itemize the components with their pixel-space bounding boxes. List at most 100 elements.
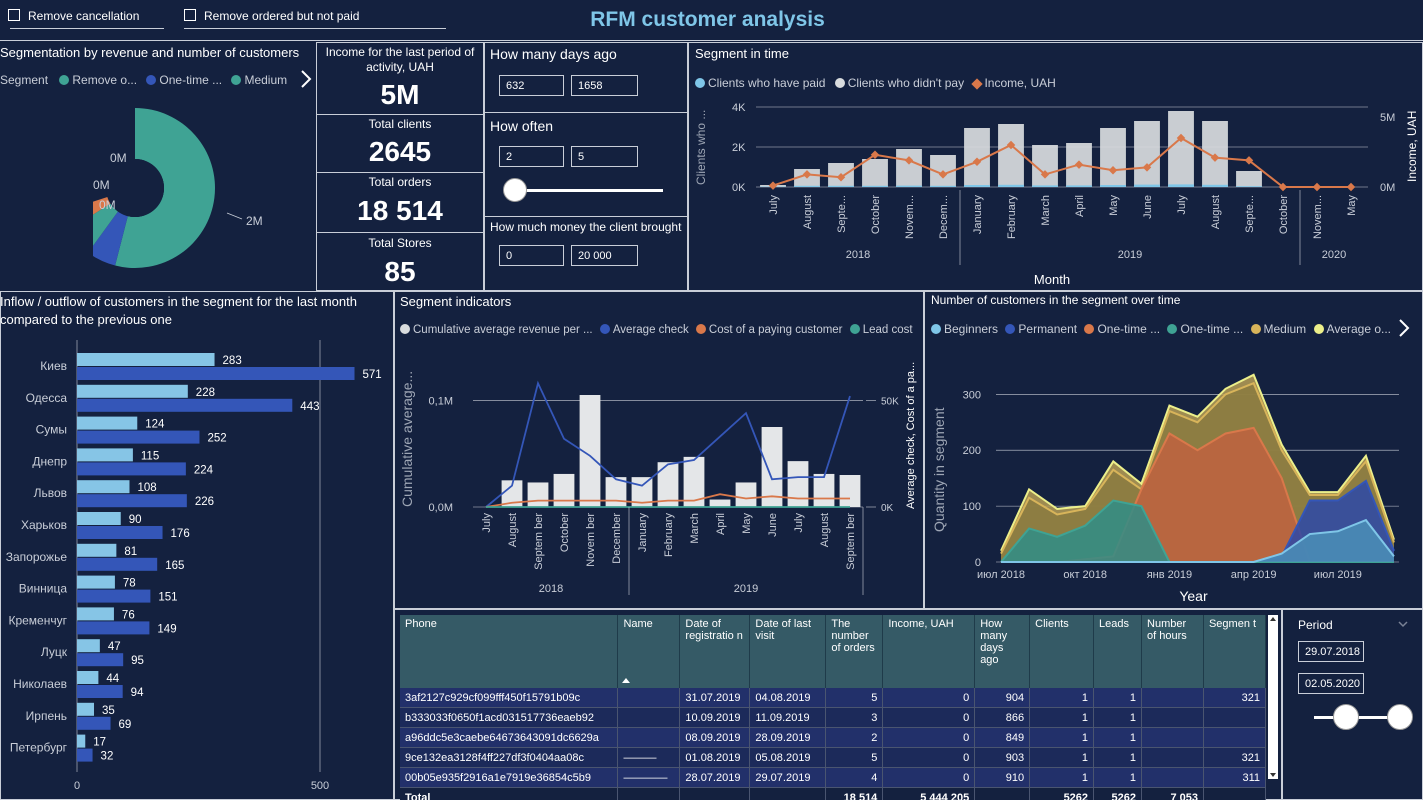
table-cell: 00b05e935f2916a1e7919e36854c5b9 [400, 767, 619, 788]
bar [77, 384, 188, 398]
data-label: 95 [131, 655, 144, 667]
period-to-input[interactable]: 02.05.2020 [1298, 673, 1364, 694]
kpi-income: Income for the last period of activity, … [316, 42, 484, 115]
days-ago-to-input[interactable]: 1658 [571, 75, 638, 96]
column-header[interactable]: Phone [400, 615, 619, 688]
bar [930, 185, 956, 187]
legend-item[interactable]: Clients who have paid [695, 76, 825, 90]
bar [77, 653, 124, 667]
legend-item[interactable]: Cumulative average revenue per ... [400, 324, 593, 336]
period-from-input[interactable]: 29.07.2018 [1298, 641, 1364, 662]
total-cell: Total [400, 787, 619, 800]
category-label: Винница [19, 582, 68, 596]
y-tick-label: 5M [1380, 112, 1395, 124]
column-header[interactable]: How many days ago [974, 615, 1031, 688]
legend-item[interactable]: Permanent [1005, 322, 1077, 336]
next-arrow-icon[interactable] [1398, 318, 1410, 338]
donut-label: 0M [93, 178, 110, 192]
how-often-slider-track[interactable] [505, 189, 663, 192]
days-ago-from-input[interactable]: 632 [499, 75, 564, 96]
how-often-from-input[interactable]: 2 [499, 146, 564, 167]
how-often-slider-handle[interactable] [503, 178, 527, 202]
x-tick-label: August [507, 513, 519, 547]
total-cell: 5262 [1093, 787, 1143, 800]
legend-item[interactable]: Clients who didn't pay [834, 76, 964, 90]
category-label: Сумы [36, 423, 67, 437]
column-header[interactable]: Income, UAH [882, 615, 976, 688]
column-header[interactable]: Date of registratio n [679, 615, 751, 688]
filter-remove-cancellation[interactable]: Remove cancellation [8, 9, 139, 23]
bar [896, 149, 922, 187]
legend-item[interactable]: Average check [599, 324, 689, 336]
x-tick-label: июл 2019 [1314, 569, 1362, 581]
bar [527, 482, 549, 507]
x-tick-label: August [1210, 195, 1222, 229]
checkbox-icon[interactable] [8, 9, 20, 21]
x-tick-label: April [1074, 195, 1086, 217]
legend-item[interactable]: One-time ... [1084, 322, 1160, 336]
legend-item[interactable]: Beginners [931, 322, 998, 336]
column-header[interactable]: Segmen t [1203, 615, 1266, 688]
next-arrow-icon[interactable] [300, 69, 312, 89]
kpi-value: 18 514 [357, 195, 443, 226]
legend-item[interactable]: Medium [1250, 322, 1306, 336]
x-tick-label: October [559, 513, 571, 552]
period-slider-track[interactable] [1314, 716, 1406, 719]
x-tick-label: March [1040, 195, 1052, 226]
column-header[interactable]: The number of orders [825, 615, 884, 688]
table-row[interactable]: 3af2127c929cf099fff450f15791b09c 31.07.20… [400, 688, 1266, 708]
legend-item[interactable]: Cost of a paying customer [695, 324, 843, 336]
table-row[interactable]: a96ddc5e3caebe64673643091dc6629a 08.09.20… [400, 727, 1266, 748]
money-from-input[interactable]: 0 [499, 245, 564, 266]
column-header[interactable]: Leads [1093, 615, 1143, 688]
bar [998, 124, 1024, 187]
how-often-to-input[interactable]: 5 [571, 146, 638, 167]
x-tick-label: October [870, 195, 882, 234]
scroll-down-icon[interactable] [1270, 773, 1276, 777]
period-slider-start-handle[interactable] [1333, 704, 1359, 730]
table-cell: 5 [825, 747, 884, 768]
year-label: 2018 [539, 583, 563, 595]
x-tick-label: Novem... [904, 195, 916, 239]
checkbox-icon[interactable] [184, 9, 196, 21]
y-axis-title: Clients who ... [694, 110, 708, 185]
kpi-total-orders: Total orders 18 514 [316, 172, 484, 233]
divider [484, 112, 688, 113]
column-header[interactable]: Number of hours [1141, 615, 1204, 688]
legend-item[interactable]: Income, UAH [971, 76, 1056, 90]
legend-item[interactable]: Medium [231, 73, 287, 87]
table-scrollbar[interactable] [1268, 615, 1278, 779]
table-row[interactable]: 9ce132ea3128f4ff227df3f0404aa08c ——— 01.08… [400, 747, 1266, 768]
column-header[interactable]: Clients [1029, 615, 1095, 688]
table-row[interactable]: b333033f0650f1acd031517736eaeb92 10.09.20… [400, 707, 1266, 728]
x-tick-label: July [1176, 195, 1188, 215]
table-cell: 0 [882, 688, 976, 708]
table-cell: 3 [825, 707, 884, 728]
dot-icon [1250, 324, 1261, 334]
data-label: 90 [129, 514, 142, 526]
table-row[interactable]: 00b05e935f2916a1e7919e36854c5b9 ———— 28.07… [400, 767, 1266, 788]
legend-item[interactable]: One-time ... [146, 73, 222, 87]
scroll-up-icon[interactable] [1270, 617, 1276, 621]
bar [735, 482, 757, 507]
bar [794, 185, 820, 187]
x-tick-label: Septem ber [533, 513, 545, 570]
how-often-title: How often [490, 118, 554, 134]
legend-item[interactable]: Lead cost [849, 324, 913, 336]
sort-ascending-icon[interactable] [622, 678, 630, 683]
category-label: Николаев [13, 677, 67, 691]
chevron-down-icon[interactable] [1398, 621, 1408, 629]
period-slider-end-handle[interactable] [1387, 704, 1413, 730]
legend-item[interactable]: One-time ... [1167, 322, 1243, 336]
legend-item[interactable]: Average o... [1313, 322, 1391, 336]
legend-item[interactable]: Remove o... [59, 73, 137, 87]
column-header[interactable]: Date of last visit [749, 615, 827, 688]
donut-hole [106, 159, 164, 217]
x-tick-label: июл 2018 [977, 569, 1025, 581]
x-tick-label: Novem... [1312, 195, 1324, 239]
column-header[interactable]: Name [617, 615, 681, 688]
filter-remove-ordered-not-paid[interactable]: Remove ordered but not paid [184, 9, 359, 23]
table-cell: 321 [1203, 747, 1266, 768]
money-to-input[interactable]: 20 000 [571, 245, 638, 266]
x-tick-label: May [1108, 195, 1120, 216]
